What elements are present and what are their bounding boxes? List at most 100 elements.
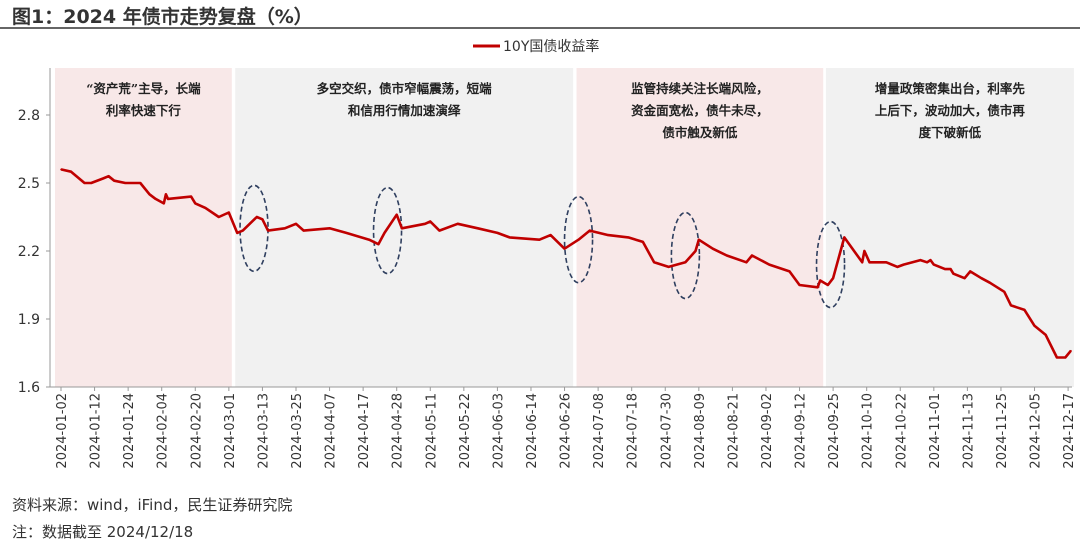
data-point xyxy=(577,238,580,241)
x-tick-label: 2024-08-21 xyxy=(726,393,741,469)
x-tick-label: 2024-03-01 xyxy=(223,393,238,469)
data-point xyxy=(1033,325,1036,327)
data-point xyxy=(477,227,479,230)
highlight-ellipse xyxy=(670,211,701,300)
data-point xyxy=(929,259,932,261)
x-tick-label: 2024-05-11 xyxy=(424,393,439,469)
x-tick-label: 2024-07-30 xyxy=(659,393,674,469)
x-tick-label: 2024-01-24 xyxy=(122,393,137,469)
data-point xyxy=(163,202,165,205)
period-annotation: 和信用行情加速演绎 xyxy=(347,103,461,118)
data-point xyxy=(863,250,866,252)
legend-label: 10Y国债收益率 xyxy=(503,38,599,55)
data-point xyxy=(429,220,432,223)
data-point xyxy=(395,213,398,216)
period-band xyxy=(825,68,1074,387)
data-point xyxy=(949,268,952,270)
y-tick-label: 2.5 xyxy=(18,176,40,192)
data-point xyxy=(843,236,846,239)
period-annotation: 度下破新低 xyxy=(919,125,982,140)
data-point xyxy=(383,232,386,234)
data-point xyxy=(167,198,169,200)
x-tick-label: 2024-06-14 xyxy=(525,393,540,469)
title-divider xyxy=(0,27,1080,29)
x-tick-label: 2024-02-20 xyxy=(189,393,204,469)
data-point xyxy=(952,272,955,275)
x-tick-label: 2024-06-26 xyxy=(559,393,574,469)
data-point xyxy=(694,250,697,252)
period-annotation: 资金面宽松，债牛未尽， xyxy=(631,103,769,118)
period-annotation: 利率快速下行 xyxy=(106,103,182,118)
data-point xyxy=(798,284,801,286)
data-point xyxy=(563,247,566,250)
figure-title: 图1：2024 年债市走势复盘（%） xyxy=(12,6,313,28)
data-point xyxy=(90,182,93,184)
data-point xyxy=(70,170,72,173)
data-point xyxy=(1010,304,1012,307)
data-point xyxy=(827,284,829,286)
x-tick-label: 2024-07-18 xyxy=(626,393,641,469)
period-annotation: 债市触及新低 xyxy=(662,125,738,140)
x-tick-label: 2024-06-03 xyxy=(491,393,506,469)
data-point xyxy=(816,286,819,289)
data-point xyxy=(698,238,700,241)
data-point xyxy=(1023,309,1026,311)
data-point xyxy=(194,202,197,205)
data-point xyxy=(832,277,834,280)
y-tick-label: 2.8 xyxy=(18,108,40,124)
data-point xyxy=(751,254,753,257)
data-point xyxy=(456,223,459,225)
x-tick-label: 2024-04-17 xyxy=(357,393,372,469)
data-points xyxy=(60,168,1072,359)
x-tick-label: 2024-03-13 xyxy=(256,393,271,469)
data-point xyxy=(868,261,871,264)
x-tick-label: 2024-12-05 xyxy=(1029,393,1044,469)
period-annotation: “资产荒”主导，长端 xyxy=(86,81,201,96)
data-point xyxy=(165,193,167,196)
data-point xyxy=(368,238,371,241)
data-point xyxy=(933,263,935,266)
data-point xyxy=(607,234,609,236)
data-point xyxy=(538,238,541,241)
data-point xyxy=(1064,356,1067,359)
data-point xyxy=(83,182,86,184)
data-point xyxy=(236,232,239,234)
data-point xyxy=(896,266,899,268)
data-point xyxy=(788,270,791,273)
x-tick-label: 2024-09-25 xyxy=(827,393,842,469)
x-tick-label: 2024-04-07 xyxy=(324,393,339,469)
data-point xyxy=(228,211,230,214)
data-point xyxy=(424,223,426,225)
x-tick-label: 2024-10-22 xyxy=(894,393,909,469)
data-point xyxy=(204,207,207,209)
y-tick-label: 1.9 xyxy=(18,312,40,328)
period-band xyxy=(55,68,232,387)
period-band xyxy=(576,68,824,387)
data-point xyxy=(124,182,127,184)
data-point xyxy=(944,268,946,270)
data-point xyxy=(267,229,269,232)
data-point xyxy=(284,227,286,230)
data-point xyxy=(256,216,258,218)
highlight-ellipse xyxy=(372,186,403,275)
data-point xyxy=(242,229,244,232)
data-point xyxy=(345,232,348,234)
x-tick-label: 2024-11-01 xyxy=(928,393,943,469)
data-point xyxy=(588,229,591,232)
data-point xyxy=(1056,356,1058,359)
period-annotation: 多空交织，债市窄幅震荡，短端 xyxy=(317,81,493,96)
x-tick-label: 2024-05-22 xyxy=(458,393,473,469)
data-point xyxy=(107,175,110,177)
x-tick-label: 2024-08-09 xyxy=(693,393,708,469)
x-tick-label: 2024-11-13 xyxy=(961,393,976,469)
data-point xyxy=(969,270,971,273)
data-point xyxy=(642,241,644,243)
data-point xyxy=(963,277,966,280)
x-tick-label: 2024-07-08 xyxy=(592,393,607,469)
data-point xyxy=(768,263,771,266)
data-point xyxy=(667,266,670,268)
data-point xyxy=(113,179,115,182)
data-point xyxy=(627,236,630,239)
data-point xyxy=(926,261,928,264)
